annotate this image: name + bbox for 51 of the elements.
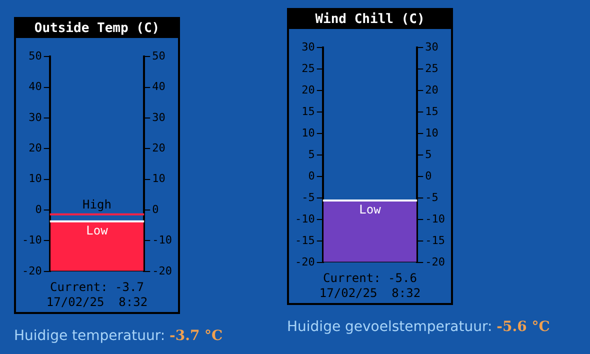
y2-tick-label: -10 — [425, 212, 446, 226]
y2-tick-label: 0 — [425, 169, 432, 182]
y2-tick-label: 10 — [425, 126, 438, 140]
y-tick-label: 10 — [302, 126, 315, 140]
y-tick-label: 30 — [302, 40, 315, 54]
y-tick-label: 0 — [35, 202, 42, 216]
text: Current: -3.7 — [49, 280, 145, 295]
y2-tick-label: -20 — [152, 264, 172, 278]
chart-title: Outside Temp (C) — [16, 19, 178, 38]
y-tick-label: -20 — [22, 264, 42, 278]
y2-tick-label: 30 — [425, 40, 438, 54]
y-tick-label: 25 — [302, 62, 315, 75]
y-tick-label: -15 — [294, 234, 315, 247]
ref-line-label: Low — [359, 202, 382, 217]
y2-tick-label: 25 — [425, 62, 438, 75]
text: Huidige gevoelstemperatuur: — [287, 319, 494, 335]
y2-tick-label: 20 — [425, 83, 438, 96]
y2-tick-label: -5 — [425, 190, 438, 204]
y2-tick-label: 15 — [425, 104, 438, 118]
y-tick-label: 40 — [28, 80, 42, 94]
y-tick-label: 20 — [28, 142, 42, 155]
y2-tick-label: 10 — [152, 172, 166, 186]
y-tick-label: -10 — [22, 234, 42, 247]
y2-tick-label: 50 — [152, 49, 166, 62]
text: -5.6 °C — [496, 319, 550, 335]
ref-line-label: High — [82, 197, 112, 212]
y-tick-label: 50 — [28, 49, 42, 62]
ref-line-label: Low — [86, 224, 109, 238]
chart-title: Wind Chill (C) — [289, 10, 451, 29]
y2-tick-label: 0 — [152, 202, 159, 216]
y-tick-label: 10 — [28, 172, 42, 186]
y2-tick-label: -15 — [425, 234, 446, 247]
y2-tick-label: -10 — [152, 234, 172, 247]
y-tick-label: 15 — [302, 104, 315, 118]
y-tick-label: 0 — [308, 169, 315, 182]
y-tick-label: -5 — [302, 190, 315, 204]
y-tick-label: -10 — [294, 212, 315, 226]
y2-tick-label: 5 — [425, 148, 432, 161]
y2-tick-label: 40 — [152, 80, 166, 94]
text: Current: -5.6 — [322, 271, 418, 286]
text: 17/02/25 8:32 — [45, 295, 149, 310]
text: 17/02/25 8:32 — [318, 286, 422, 301]
y2-tick-label: 30 — [152, 110, 166, 124]
y2-tick-label: -20 — [425, 255, 446, 268]
y2-tick-label: 20 — [152, 142, 166, 155]
text: Huidige temperatuur: — [14, 328, 166, 344]
y-tick-label: -20 — [294, 255, 315, 268]
y-tick-label: 20 — [302, 83, 315, 96]
text: -3.7 °C — [170, 328, 223, 344]
y-tick-label: 30 — [28, 110, 42, 124]
y-tick-label: 5 — [308, 148, 315, 161]
